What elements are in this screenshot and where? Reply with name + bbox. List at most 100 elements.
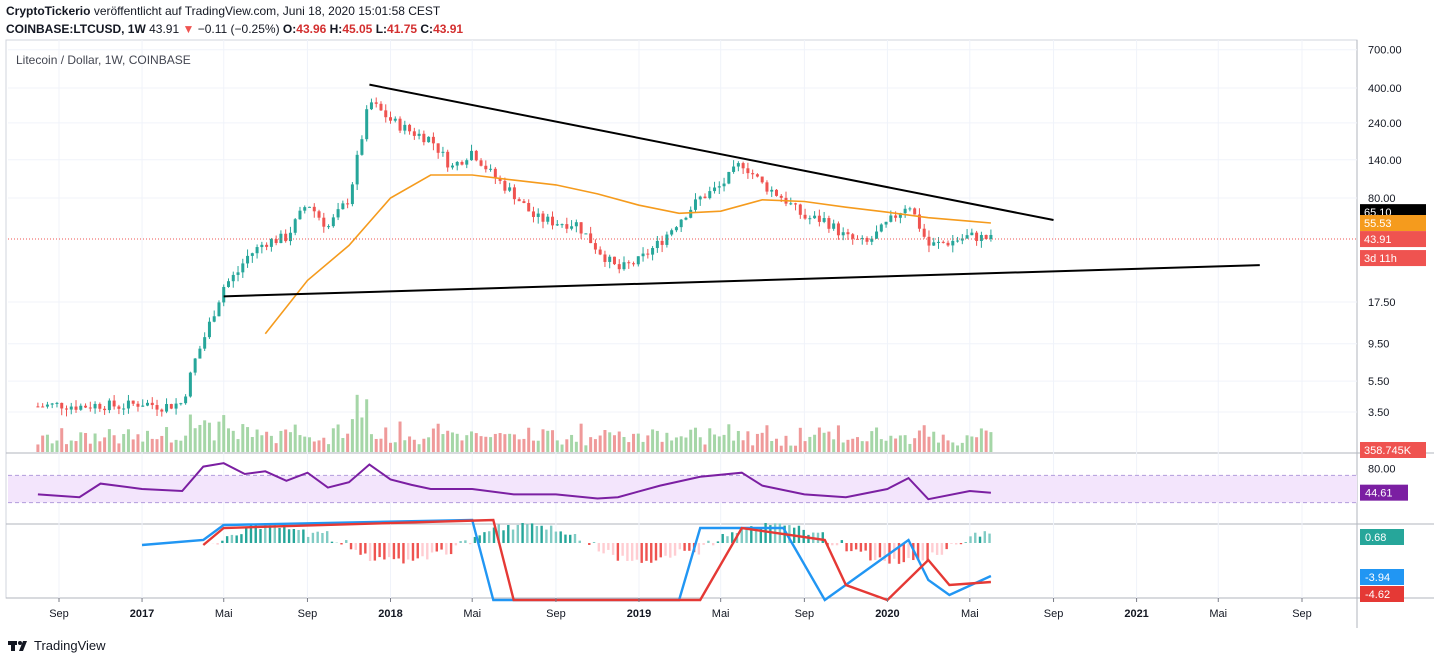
volume-bar — [55, 440, 59, 452]
macd-histogram-bar — [345, 540, 348, 543]
macd-histogram-bar — [473, 536, 477, 543]
candle-body — [174, 403, 178, 409]
macd-value-tag-label: 0.68 — [1365, 532, 1386, 544]
time-axis-tick: 2018 — [378, 608, 402, 620]
volume-bar — [984, 430, 988, 452]
author-name[interactable]: CryptoTickerio — [6, 4, 91, 18]
time-axis-tick: Mai — [463, 608, 481, 620]
candle-body — [155, 405, 159, 410]
rsi-line — [37, 462, 991, 501]
candle-body — [64, 408, 68, 410]
volume-bar — [770, 441, 774, 452]
candle-body — [679, 219, 683, 228]
macd-pane[interactable] — [141, 518, 992, 602]
volume-bar — [732, 440, 736, 452]
macd-histogram-bar — [225, 536, 229, 543]
candle-body — [689, 209, 693, 218]
volume-bar — [250, 437, 254, 452]
volume-bar — [398, 421, 402, 452]
candle-body — [188, 372, 192, 397]
candle-body — [431, 136, 435, 144]
volume-bar — [827, 431, 831, 452]
macd-histogram-bar — [611, 543, 615, 555]
candle-body — [693, 199, 697, 210]
volume-bar — [522, 438, 526, 452]
volume-bar — [93, 433, 97, 452]
volume-bar — [603, 430, 607, 452]
volume-bar — [288, 432, 292, 452]
candle-body — [455, 161, 459, 166]
macd-histogram-bar — [235, 535, 238, 543]
candle-body — [555, 224, 559, 226]
candle-body — [384, 110, 388, 118]
price-axis-tick: 3.50 — [1368, 407, 1389, 419]
macd-histogram-bar — [445, 543, 448, 555]
volume-bar — [393, 442, 397, 452]
macd-histogram-bar — [688, 543, 691, 551]
macd-histogram-bar — [497, 524, 500, 543]
macd-histogram-bar — [640, 543, 643, 563]
macd-histogram-bar — [397, 543, 400, 559]
candle-body — [603, 254, 607, 262]
tradingview-brand[interactable]: TradingView — [34, 638, 106, 653]
candle-body — [103, 408, 107, 411]
volume-bar — [779, 445, 783, 452]
macd-histogram-bar — [588, 543, 591, 545]
volume-bar — [889, 435, 893, 452]
volume-bar — [760, 432, 764, 452]
macd-histogram-bar — [926, 543, 929, 561]
candle-body — [774, 189, 778, 196]
price-tag — [1360, 442, 1426, 458]
published-text: veröffentlicht auf TradingView.com, Juni… — [93, 4, 441, 18]
macd-histogram-bar — [526, 524, 529, 543]
trendline-upper — [369, 83, 1054, 222]
volume-bar — [560, 444, 564, 452]
macd-histogram-bar — [907, 543, 910, 559]
macd-histogram-bar — [821, 532, 824, 543]
candle-body — [903, 208, 907, 214]
price-pane[interactable] — [8, 83, 1357, 417]
macd-histogram-bar — [430, 543, 434, 553]
candle-body — [122, 408, 126, 410]
macd-histogram-bar — [373, 543, 377, 561]
macd-histogram-bar — [292, 529, 296, 543]
volume-bar — [317, 440, 321, 452]
candle-body — [169, 404, 173, 409]
volume-bar — [817, 427, 821, 452]
candle-body — [446, 151, 450, 168]
candle-body — [293, 219, 297, 233]
volume-bar — [970, 436, 974, 452]
candle-body — [260, 244, 264, 248]
candle-body — [279, 233, 283, 244]
volume-bar — [327, 444, 331, 452]
candle-body — [822, 218, 826, 222]
volume-bar — [284, 429, 288, 452]
candle-body — [684, 217, 688, 220]
candle-body — [870, 238, 874, 242]
macd-histogram-bar — [869, 543, 872, 561]
macd-histogram-bar — [959, 543, 963, 545]
volume-bar — [941, 434, 945, 452]
rsi-pane[interactable] — [8, 462, 1357, 504]
volume-bar — [465, 435, 469, 452]
candle-body — [50, 403, 54, 405]
candle-body — [60, 402, 64, 409]
volume-bar — [141, 441, 145, 452]
macd-histogram-bar — [278, 527, 281, 543]
volume-bar — [684, 437, 688, 452]
price-axis-tick: 9.50 — [1368, 339, 1389, 351]
candle-body — [817, 215, 821, 222]
macd-histogram-bar — [764, 523, 767, 543]
candle-body — [303, 207, 307, 211]
symbol-label[interactable]: COINBASE:LTCUSD, 1W — [6, 22, 146, 36]
time-axis-tick: 2017 — [130, 608, 154, 620]
volume-bar — [936, 442, 940, 452]
candle-body — [951, 240, 955, 246]
volume-bar — [88, 443, 92, 452]
volume-bar — [841, 442, 845, 452]
candle-body — [794, 203, 798, 205]
macd-histogram-bar — [726, 536, 729, 543]
candle-body — [441, 151, 445, 153]
volume-bar — [422, 438, 426, 452]
